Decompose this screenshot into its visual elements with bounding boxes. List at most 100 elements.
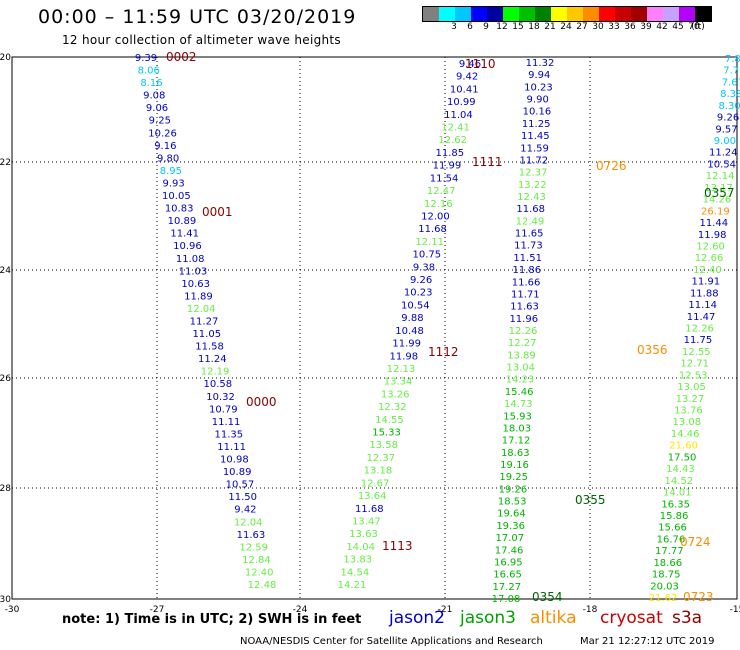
wave-height-value: 11.88: [690, 288, 719, 299]
legend-tick-label: 33: [608, 22, 620, 32]
wave-height-value: 10.32: [206, 392, 235, 403]
wave-height-value: 10.05: [162, 191, 191, 202]
wave-height-value: 11.75: [684, 335, 713, 346]
pass-time-label: 1112: [428, 345, 459, 359]
wave-height-value: 10.54: [707, 159, 736, 170]
wave-height-value: 9.06: [146, 103, 168, 114]
wave-height-value: 12.04: [234, 517, 263, 528]
wave-height-value: 12.37: [366, 453, 395, 464]
x-tick-label: -30: [5, 605, 20, 615]
wave-height-value: 11.71: [511, 289, 540, 300]
wave-height-value: 13.22: [518, 180, 547, 191]
wave-height-value: 12.67: [361, 478, 390, 489]
wave-height-value: 10.23: [404, 288, 433, 299]
wave-height-value: 17.12: [502, 436, 531, 447]
wave-height-value: 11.85: [436, 148, 465, 159]
legend-swatch: [647, 7, 663, 21]
wave-height-value: 19.25: [499, 472, 528, 483]
wave-height-value: 12.32: [378, 402, 407, 413]
legend-swatch: [487, 7, 503, 21]
wave-height-value: 13.17: [704, 183, 733, 194]
wave-height-value: 9.80: [157, 153, 179, 164]
credit-text: NOAA/NESDIS Center for Satellite Applica…: [240, 636, 543, 647]
wave-height-value: 10.99: [447, 97, 476, 108]
wave-height-value: 9.46: [459, 59, 481, 70]
wave-height-value: 11.04: [444, 110, 473, 121]
pass-time-label: 0726: [596, 159, 627, 173]
wave-height-value: 12.71: [680, 359, 709, 370]
wave-height-value: 12.43: [517, 192, 546, 203]
y-tick-label: -26: [0, 374, 11, 384]
page-title: 00:00 – 11:59 UTC 03/20/2019: [38, 6, 357, 28]
wave-height-value: 12.13: [387, 364, 416, 375]
wave-height-value: 14.04: [346, 542, 375, 553]
wave-height-value: 11.50: [228, 492, 257, 503]
pass-time-label: 0354: [532, 590, 563, 604]
wave-height-value: 21.60: [669, 441, 698, 452]
wave-height-value: 12.37: [519, 168, 548, 179]
wave-height-value: 9.26: [717, 113, 739, 124]
legend-tick-label: 3: [451, 22, 457, 32]
wave-height-value: 10.26: [148, 128, 177, 139]
wave-height-value: 11.35: [215, 429, 244, 440]
wave-height-value: 10.48: [395, 326, 424, 337]
wave-height-value: 10.23: [524, 82, 553, 93]
legend-swatch: [695, 7, 711, 21]
wave-height-value: 12.14: [706, 171, 735, 182]
satellite-legend-item: altika: [530, 608, 577, 628]
map-frame: [11, 56, 738, 600]
wave-height-value: 10.75: [413, 250, 442, 261]
pass-time-label: 0000: [246, 395, 277, 409]
wave-height-value: 8.30: [719, 101, 740, 112]
wave-height-value: 15.93: [503, 411, 532, 422]
wave-height-value: 9.93: [162, 178, 184, 189]
wave-height-value: 17.46: [495, 545, 524, 556]
wave-height-value: 14.46: [671, 429, 700, 440]
wave-height-value: 11.11: [212, 417, 241, 428]
wave-height-value: 16.95: [494, 557, 523, 568]
wave-height-value: 8.16: [140, 78, 162, 89]
wave-height-value: 11.58: [195, 342, 224, 353]
wave-height-value: 10.63: [181, 279, 210, 290]
wave-height-value: 11.68: [418, 224, 447, 235]
y-tick-label: -22: [0, 158, 11, 168]
legend-unit-label: (ft): [691, 22, 705, 32]
legend-tick-label: 70: [688, 22, 700, 32]
wave-height-value: 14.26: [703, 195, 732, 206]
legend-tick-label: 30: [592, 22, 604, 32]
legend-swatch: [551, 7, 567, 21]
wave-height-value: 18.66: [653, 558, 682, 569]
wave-height-value: 11.89: [184, 291, 213, 302]
wave-height-value: 8.95: [160, 166, 182, 177]
wave-height-value: 10.89: [168, 216, 197, 227]
pass-time-label: 1113: [382, 539, 413, 553]
wave-height-value: 14.23: [506, 375, 535, 386]
wave-height-value: 10.89: [223, 467, 252, 478]
wave-height-value: 11.41: [170, 229, 199, 240]
wave-height-value: 12.47: [427, 186, 456, 197]
satellite-legend-item: cryosat: [600, 608, 663, 628]
wave-height-value: 12.53: [679, 370, 708, 381]
wave-height-value: 13.27: [676, 394, 705, 405]
legend-tick-label: 24: [560, 22, 572, 32]
wave-height-value: 13.04: [506, 363, 535, 374]
wave-height-value: 13.08: [672, 417, 701, 428]
wave-height-value: 9.08: [143, 91, 165, 102]
x-tick-label: -24: [293, 605, 308, 615]
wave-height-value: 20.03: [650, 581, 679, 592]
page-subtitle: 12 hour collection of altimeter wave hei…: [62, 33, 341, 47]
wave-height-value: 12.00: [421, 211, 450, 222]
wave-height-value: 12.62: [438, 135, 467, 146]
wave-height-value: 11.63: [237, 530, 266, 541]
wave-height-value: 12.40: [693, 265, 722, 276]
wave-height-value: 19.26: [499, 484, 528, 495]
wave-height-value: 11.25: [522, 119, 551, 130]
wave-height-value: 9.57: [715, 124, 737, 135]
wave-height-value: 8.38: [720, 89, 740, 100]
wave-height-value: 14.54: [341, 567, 370, 578]
color-scale-legend: [422, 6, 712, 22]
wave-height-value: 13.83: [343, 555, 372, 566]
wave-height-value: 19.64: [497, 509, 526, 520]
wave-height-value: 9.00: [714, 136, 736, 147]
